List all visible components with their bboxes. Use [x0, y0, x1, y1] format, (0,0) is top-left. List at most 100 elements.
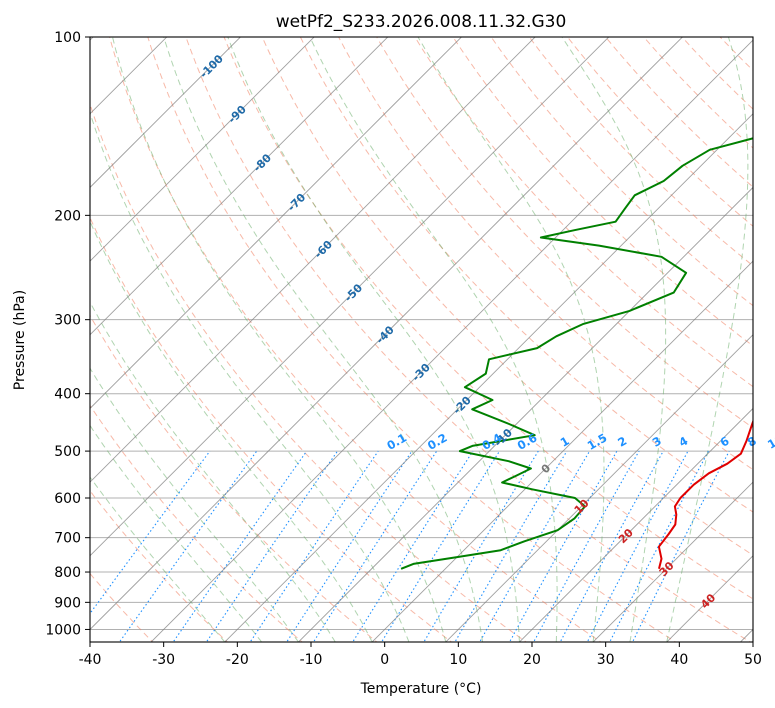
y-tick-label: 800 [54, 565, 81, 581]
moist-adiabat [90, 220, 373, 642]
y-tick-label: 500 [54, 444, 81, 460]
y-tick-label: 600 [54, 491, 81, 507]
moist-adiabat [309, 37, 558, 642]
mixing-ratio-label: 6 [718, 434, 732, 450]
mixing-ratio-line [90, 450, 211, 615]
mixing-ratio-label: 2 [615, 434, 629, 450]
x-tick-label: -30 [152, 652, 175, 668]
isotherm-line [90, 37, 242, 189]
series-layer [400, 137, 753, 570]
y-tick-label: 700 [54, 531, 81, 547]
moist-adiabat [112, 37, 447, 642]
chart-title: wetPf2_S233.2026.008.11.32.G30 [276, 12, 567, 32]
mixing-ratio-label: 10 [765, 432, 775, 452]
moist-adiabat [163, 37, 484, 642]
dry-adiabat [109, 37, 602, 642]
dry-adiabat [414, 37, 753, 388]
mixing-ratio-label: 4 [676, 434, 690, 450]
mixing-ratio-label: 1.5 [585, 430, 610, 452]
dry-adiabat [490, 37, 753, 307]
mixing-ratio-label: 1 [558, 434, 572, 450]
dry-adiabat [223, 37, 753, 600]
mixing-ratio-line [631, 450, 730, 642]
dry-adiabat [604, 37, 753, 188]
isotherm-label: 30 [657, 559, 677, 579]
mixing-ratio-line [286, 450, 413, 642]
dry-adiabat [147, 37, 677, 642]
dry-adiabat [376, 37, 753, 429]
y-tick-label: 100 [54, 30, 81, 46]
isotherm-label: -50 [342, 281, 365, 304]
x-tick-label: 40 [670, 652, 688, 668]
moist-adiabat [561, 37, 667, 642]
isotherm-label: -70 [285, 191, 308, 214]
isotherm-label: 20 [616, 526, 636, 546]
isotherm-line [592, 481, 753, 642]
isotherm-label: 0 [539, 461, 554, 476]
x-tick-label: -20 [226, 652, 249, 668]
dry-adiabat [90, 404, 303, 642]
mixing-ratio-label: 0.2 [425, 430, 450, 452]
x-tick-label: -10 [300, 652, 323, 668]
isotherm-line [90, 37, 315, 262]
moist-adiabat [90, 476, 226, 642]
isotherm-label: 40 [698, 591, 718, 611]
isotherm-line [150, 39, 753, 642]
y-tick-label: 1000 [45, 622, 81, 638]
mixing-ratio-label: 0.6 [515, 430, 540, 452]
mixing-ratio-label: 8 [745, 434, 759, 450]
isotherm-label: -60 [312, 238, 335, 261]
mixing-ratio-line [559, 450, 664, 642]
plot-frame [89, 36, 754, 643]
x-tick-label: 30 [597, 652, 615, 668]
isotherm-label: -100 [197, 52, 226, 81]
isotherm-label: -90 [226, 103, 249, 126]
mixing-ratio-line [609, 450, 709, 642]
moist-adiabat [90, 111, 410, 642]
mixing-ratio-line [380, 450, 500, 642]
x-tick-label: 20 [523, 652, 541, 668]
y-tick-label: 400 [54, 387, 81, 403]
moist-adiabat [417, 37, 605, 642]
temperature-profile-line [657, 419, 753, 570]
y-tick-label: 900 [54, 595, 81, 611]
isotherm-line [518, 407, 753, 642]
dry-adiabat [90, 489, 229, 642]
moist-adiabat [90, 301, 336, 642]
dry-adiabat [719, 37, 753, 72]
isotherm-line [666, 555, 753, 642]
mixing-ratio-label: 0.1 [384, 430, 409, 452]
dry-adiabat [643, 37, 753, 149]
x-axis-label: Temperature (°C) [360, 681, 482, 697]
mixing-ratio-line [118, 450, 258, 642]
y-tick-label: 300 [54, 313, 81, 329]
x-tick-label: 0 [380, 652, 389, 668]
isotherm-line [90, 37, 168, 115]
isotherm-label: -20 [451, 393, 474, 416]
mixing-ratio-label: 3 [650, 434, 664, 450]
isotherm-line [371, 260, 753, 642]
isotherm-line [90, 37, 684, 631]
isotherm-line [224, 113, 753, 642]
x-tick-label: -40 [79, 652, 102, 668]
moist-adiabat [666, 37, 749, 642]
dry-adiabat [185, 37, 752, 642]
isotherm-line [90, 37, 536, 483]
mixing-ratio-line [249, 450, 379, 642]
dewpoint-profile-line [400, 137, 753, 570]
isotherm-line [90, 37, 463, 410]
mixing-ratio-line [312, 450, 438, 642]
background-lines [90, 37, 753, 642]
x-tick-label: 50 [744, 652, 762, 668]
mixing-ratio-line [205, 450, 338, 642]
moist-adiabat [90, 424, 262, 642]
dry-adiabat [261, 37, 753, 556]
isotherm-label: -30 [410, 361, 433, 384]
dry-adiabat [566, 37, 753, 227]
isotherm-line [90, 37, 610, 557]
dry-adiabat [90, 314, 378, 642]
mixing-ratio-line [172, 450, 308, 642]
isotherm-label: -80 [251, 151, 274, 174]
